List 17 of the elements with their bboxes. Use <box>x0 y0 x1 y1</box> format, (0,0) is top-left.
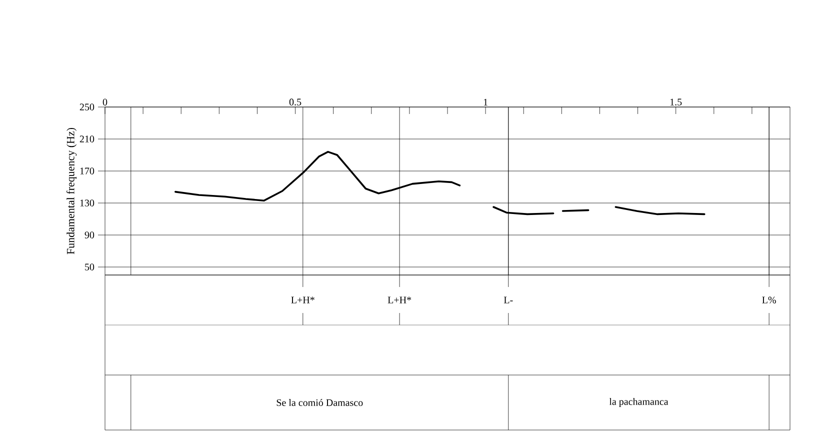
x-tick-label: 1.5 <box>670 98 682 106</box>
y-tick-label: 50 <box>85 264 94 270</box>
x-tick-label: 0.5 <box>289 98 302 106</box>
y-tick-label: 130 <box>80 200 94 206</box>
y-tick-label: 210 <box>80 136 94 142</box>
ref-line-label: L% <box>762 296 776 304</box>
y-tick-label: 250 <box>80 104 94 110</box>
y-axis-title: Fundamental frequency (Hz) <box>66 128 77 254</box>
y-tick-label: 170 <box>80 168 94 174</box>
ref-line-label: L+H* <box>291 296 314 304</box>
y-tick-label: 90 <box>84 232 94 238</box>
x-tick-label: 0 <box>102 98 108 106</box>
text: la pachamanca <box>609 398 668 408</box>
x-tick-label: 1 <box>484 98 488 106</box>
ref-line-label: L- <box>504 296 513 304</box>
ref-line-label: L+H* <box>388 296 412 304</box>
text: Se la comió Damasco <box>276 398 363 406</box>
